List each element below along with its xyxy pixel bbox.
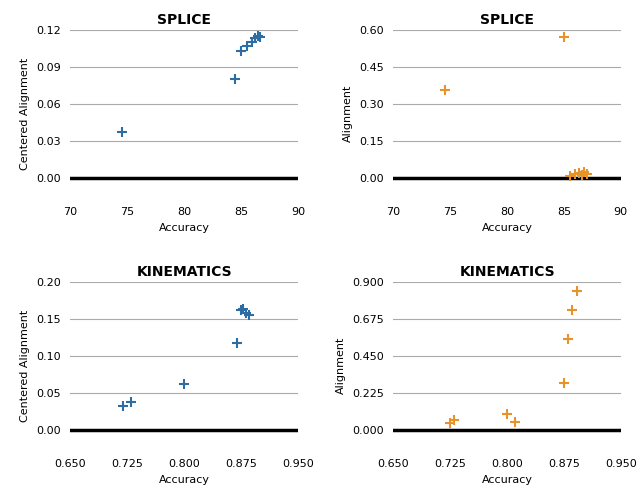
Point — [179, 380, 189, 388]
Point — [577, 171, 588, 179]
Point — [579, 168, 589, 176]
Point — [567, 307, 577, 315]
Point — [559, 33, 569, 41]
Point — [241, 309, 252, 317]
Point — [126, 398, 136, 406]
Title: SPLICE: SPLICE — [480, 13, 534, 27]
X-axis label: Accuracy: Accuracy — [159, 475, 210, 485]
Point — [243, 311, 253, 319]
Point — [570, 170, 580, 178]
Point — [582, 170, 592, 178]
Point — [238, 305, 248, 313]
Point — [572, 287, 582, 294]
Y-axis label: Alignment: Alignment — [336, 337, 346, 394]
Point — [445, 419, 455, 427]
X-axis label: Accuracy: Accuracy — [481, 223, 532, 233]
Point — [253, 32, 263, 40]
Point — [230, 75, 241, 83]
Point — [241, 42, 252, 50]
X-axis label: Accuracy: Accuracy — [159, 223, 210, 233]
Y-axis label: Alignment: Alignment — [343, 85, 353, 142]
Point — [563, 334, 573, 342]
Point — [118, 402, 129, 410]
Point — [449, 416, 459, 424]
Title: KINEMATICS: KINEMATICS — [136, 265, 232, 279]
Point — [247, 38, 257, 46]
Point — [236, 47, 246, 55]
Point — [502, 410, 512, 417]
Point — [559, 379, 569, 387]
Point — [236, 306, 246, 314]
Title: SPLICE: SPLICE — [157, 13, 211, 27]
Point — [255, 33, 266, 41]
X-axis label: Accuracy: Accuracy — [481, 475, 532, 485]
Point — [116, 128, 127, 136]
Point — [573, 169, 584, 177]
Title: KINEMATICS: KINEMATICS — [460, 265, 555, 279]
Point — [440, 86, 450, 94]
Point — [232, 339, 243, 347]
Point — [250, 35, 260, 42]
Point — [564, 172, 575, 180]
Y-axis label: Centered Alignment: Centered Alignment — [20, 309, 30, 422]
Y-axis label: Centered Alignment: Centered Alignment — [20, 57, 30, 170]
Point — [509, 418, 520, 426]
